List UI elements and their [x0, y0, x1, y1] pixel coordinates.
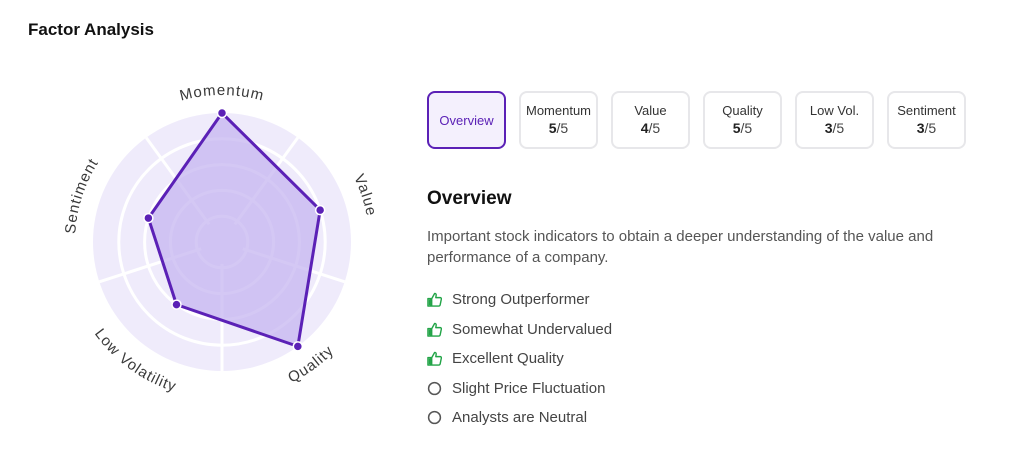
tab-score-max: /5: [648, 120, 661, 136]
radar-point-quality: [292, 341, 304, 352]
thumbs-up-icon: [427, 292, 442, 308]
thumbs-up-icon: [427, 351, 442, 367]
indicator-item: Analysts are Neutral: [427, 403, 612, 433]
factor-tabs: Overview Momentum 5/5 Value 4/5 Quality 5/5 Low…: [427, 91, 966, 149]
tab-label: Value: [634, 103, 667, 118]
tab-score: 5/5: [733, 119, 752, 138]
tab-score: 4/5: [641, 119, 660, 138]
tab-score-max: /5: [740, 120, 753, 136]
section-title: Overview: [427, 188, 512, 209]
thumbs-up-icon: [427, 322, 442, 337]
tab-score-max: /5: [556, 120, 569, 136]
indicator-item: Slight Price Fluctuation: [427, 374, 612, 404]
indicator-text: Strong Outperformer: [452, 291, 590, 309]
tab-score-value: 5: [548, 120, 557, 136]
tab-score: 3/5: [917, 119, 936, 138]
tab-score-value: 3: [916, 120, 925, 136]
indicator-text: Slight Price Fluctuation: [452, 379, 606, 397]
indicator-item: Excellent Quality: [427, 344, 612, 374]
tab-label: Low Vol.: [809, 103, 860, 118]
tab-label: Overview: [439, 112, 494, 128]
tab-low-vol[interactable]: Low Vol. 3/5: [795, 91, 874, 149]
tab-value[interactable]: Value 4/5: [611, 91, 690, 149]
indicator-item: Somewhat Undervalued: [427, 315, 612, 345]
axis-label-momentum: Momentum: [178, 82, 266, 105]
tab-label: Quality: [722, 103, 763, 118]
tab-overview[interactable]: Overview: [427, 91, 506, 149]
page-title: Factor Analysis: [28, 20, 154, 39]
indicator-text: Excellent Quality: [452, 350, 564, 368]
indicator-list: Strong Outperformer Somewhat Undervalued E…: [427, 285, 612, 433]
tab-score: 5/5: [549, 119, 568, 138]
radar-chart: Momentum Value Quality Low Volatility Sentim…: [0, 0, 420, 469]
tab-label: Momentum: [525, 103, 592, 118]
radar-area: [146, 111, 322, 348]
tab-momentum[interactable]: Momentum 5/5: [519, 91, 598, 149]
indicator-text: Somewhat Undervalued: [452, 320, 613, 338]
radar-point-low-volatility: [171, 299, 182, 310]
indicator-text: Analysts are Neutral: [452, 409, 588, 427]
radar-point-value: [314, 204, 326, 216]
circle-icon: [427, 410, 442, 425]
tab-sentiment[interactable]: Sentiment 3/5: [887, 91, 966, 149]
tab-score-value: 5: [732, 120, 741, 136]
tab-score-value: 4: [640, 120, 649, 136]
tab-score: 3/5: [825, 119, 844, 138]
indicator-item: Strong Outperformer: [427, 285, 612, 315]
radar-point-sentiment: [143, 212, 154, 224]
tab-score-max: /5: [832, 120, 845, 136]
section-description: Important stock indicators to obtain a d…: [427, 228, 934, 266]
tab-score-max: /5: [924, 120, 937, 136]
tab-label: Sentiment: [897, 103, 956, 118]
tab-score-value: 3: [824, 120, 833, 136]
axis-label-value: Value: [350, 172, 379, 218]
radar-point-momentum: [216, 107, 228, 119]
tab-quality[interactable]: Quality 5/5: [703, 91, 782, 149]
circle-icon: [427, 381, 442, 396]
